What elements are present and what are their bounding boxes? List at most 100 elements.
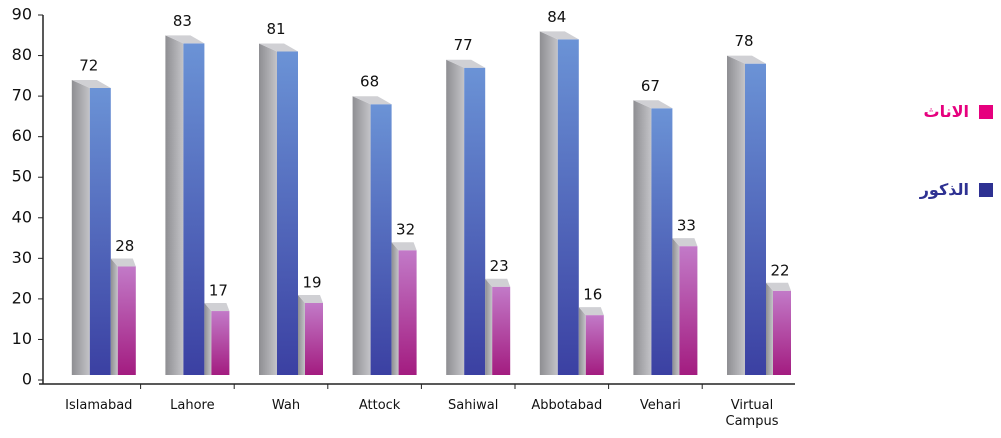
bar-side	[727, 55, 745, 376]
bar-top	[485, 278, 511, 287]
bar-top	[298, 294, 323, 303]
bar-side	[391, 242, 399, 375]
bar-face	[679, 246, 698, 375]
value-label: 17	[209, 282, 228, 300]
bar	[539, 31, 579, 375]
y-tick-label: 80	[12, 45, 32, 64]
bar	[633, 100, 673, 376]
bar	[727, 55, 766, 376]
bar	[352, 96, 392, 375]
bar	[446, 59, 486, 375]
y-tick-label: 0	[22, 370, 32, 389]
x-tick-label: Virtual Campus	[725, 398, 779, 429]
y-tick-label: 30	[12, 248, 32, 267]
value-label: 28	[115, 237, 134, 255]
bar-face	[211, 311, 230, 375]
bar	[672, 238, 698, 375]
x-tick-label: Wah	[271, 398, 301, 413]
bar	[578, 307, 604, 375]
bar	[259, 43, 298, 375]
bar-side	[352, 96, 371, 375]
y-tick-label: 60	[12, 126, 32, 145]
y-tick-label: 70	[12, 86, 32, 105]
bar-face	[117, 266, 136, 375]
value-label: 19	[302, 273, 321, 291]
y-tick-label: 40	[12, 207, 32, 226]
bar-side	[165, 35, 184, 376]
y-tick-label: 20	[12, 288, 32, 307]
bar-top	[110, 258, 136, 267]
x-tick-label: Vehari	[639, 398, 681, 413]
legend-item: الذكور	[920, 180, 993, 199]
bar-top	[727, 55, 766, 64]
bar-face	[89, 88, 111, 375]
bar-face	[398, 250, 417, 375]
bar-top	[71, 80, 111, 88]
bar	[485, 278, 511, 375]
y-tick-label: 50	[12, 167, 32, 186]
bar-side	[578, 307, 586, 375]
x-tick-label: Sahiwal	[448, 398, 499, 413]
bar-face	[651, 108, 673, 376]
bar	[110, 258, 136, 375]
bar-top	[633, 100, 673, 109]
bar-top	[259, 43, 298, 52]
bar	[766, 282, 791, 375]
bar-side	[298, 294, 305, 375]
bar-side	[485, 278, 493, 375]
value-label: 32	[396, 221, 415, 239]
value-label: 67	[641, 77, 660, 95]
bar	[298, 294, 323, 375]
value-label: 72	[79, 57, 98, 75]
bar-face	[773, 290, 791, 375]
bar-top	[352, 96, 392, 105]
bar-side	[672, 238, 680, 375]
bar-face	[305, 302, 323, 375]
bar-top	[672, 238, 698, 247]
legend-label: الذكور	[919, 180, 969, 199]
bar-face	[370, 104, 392, 375]
value-label: 77	[454, 36, 473, 54]
legend-swatch	[979, 104, 993, 119]
bar-side	[204, 303, 212, 375]
bar-top	[766, 282, 791, 291]
bar-face	[492, 286, 511, 375]
x-tick-label: Abbotabad	[531, 398, 603, 413]
bar-face	[183, 43, 205, 376]
legend-item: الاناث	[924, 102, 993, 121]
bar-side	[71, 80, 90, 375]
bar-top	[446, 59, 486, 68]
bar-top	[578, 307, 604, 316]
value-label: 83	[173, 12, 192, 30]
legend-swatch	[979, 182, 993, 197]
value-label: 81	[266, 20, 285, 38]
bar-side	[766, 282, 773, 375]
bar-top	[391, 242, 417, 251]
value-label: 68	[360, 73, 379, 91]
bar-side	[539, 31, 558, 375]
bar-face	[277, 51, 298, 375]
x-tick-label: Islamabad	[65, 398, 133, 413]
bar	[391, 242, 417, 375]
bar-side	[110, 258, 118, 375]
y-tick-label: 90	[12, 5, 32, 24]
value-label: 84	[547, 8, 566, 26]
value-label: 78	[734, 32, 753, 50]
bar-face	[557, 39, 579, 375]
bar-side	[633, 100, 652, 376]
bar-face	[464, 67, 486, 375]
value-label: 16	[583, 286, 602, 304]
bar-top	[204, 303, 230, 312]
bar-top	[165, 35, 205, 44]
bar-face	[585, 315, 604, 375]
bar-side	[446, 59, 465, 375]
bar	[204, 303, 230, 375]
y-tick-label: 10	[12, 329, 32, 348]
value-label: 22	[770, 261, 789, 279]
bar	[71, 80, 111, 375]
bar	[165, 35, 205, 376]
x-tick-label: Attock	[358, 398, 401, 413]
value-label: 33	[677, 217, 696, 235]
